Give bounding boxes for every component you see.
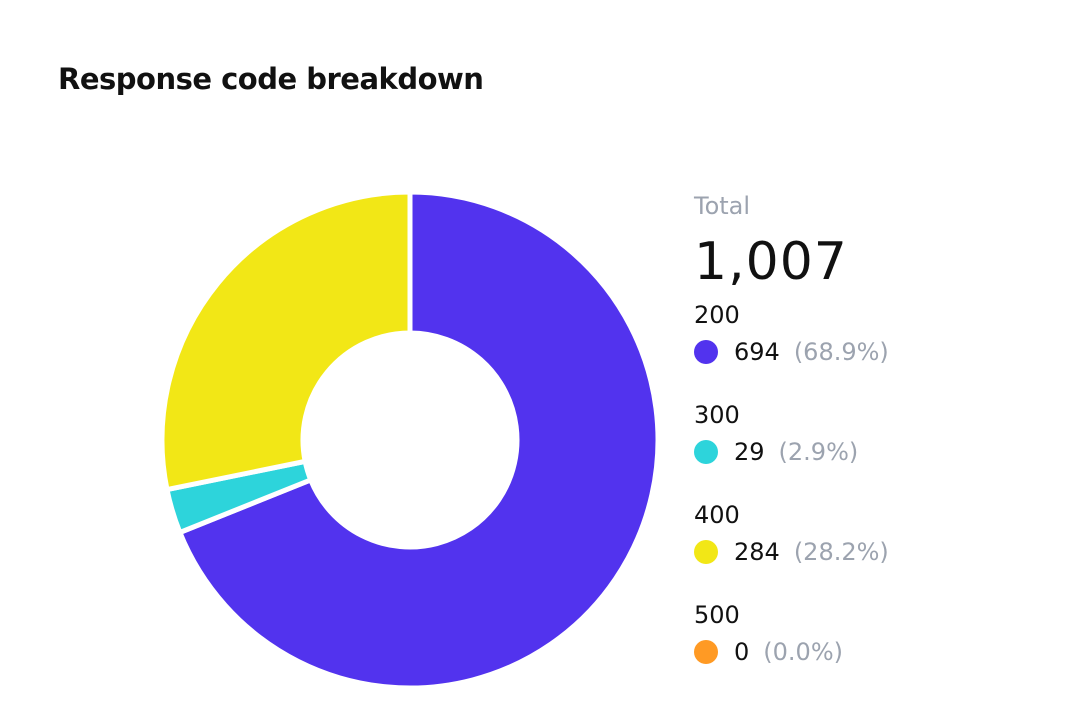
legend-code: 300 (694, 401, 740, 429)
slice-400[interactable] (159, 189, 413, 493)
legend-dot-icon (694, 640, 718, 664)
chart-title: Response code breakdown (58, 62, 484, 96)
total-value: 1,007 (694, 232, 848, 292)
legend-value: 694 (734, 338, 780, 366)
legend-code: 500 (694, 601, 740, 629)
legend-item-400: 400 284 (28.2%) (694, 498, 889, 572)
legend-row: 284 (28.2%) (694, 532, 889, 572)
legend-percent: (0.0%) (763, 638, 843, 666)
legend-item-300: 300 29 (2.9%) (694, 398, 889, 472)
legend-dot-icon (694, 340, 718, 364)
total-label: Total (694, 192, 751, 220)
legend-value: 29 (734, 438, 765, 466)
legend-row: 29 (2.9%) (694, 432, 889, 472)
slice-200[interactable] (176, 189, 661, 691)
legend-code: 400 (694, 501, 740, 529)
legend-dot-icon (694, 440, 718, 464)
legend-dot-icon (694, 540, 718, 564)
legend-percent: (68.9%) (793, 338, 889, 366)
legend-item-200: 200 694 (68.9%) (694, 298, 889, 372)
legend-value: 0 (734, 638, 750, 666)
legend-percent: (28.2%) (793, 538, 889, 566)
legend-percent: (2.9%) (778, 438, 859, 466)
legend-row: 694 (68.9%) (694, 332, 889, 372)
legend-value: 284 (734, 538, 780, 566)
legend-item-500: 500 0 (0.0%) (694, 598, 889, 672)
legend-row: 0 (0.0%) (694, 632, 889, 672)
legend: Total 1,007 200 694 (68.9%) 300 29 (2.9%… (694, 190, 889, 698)
legend-code: 200 (694, 301, 740, 329)
